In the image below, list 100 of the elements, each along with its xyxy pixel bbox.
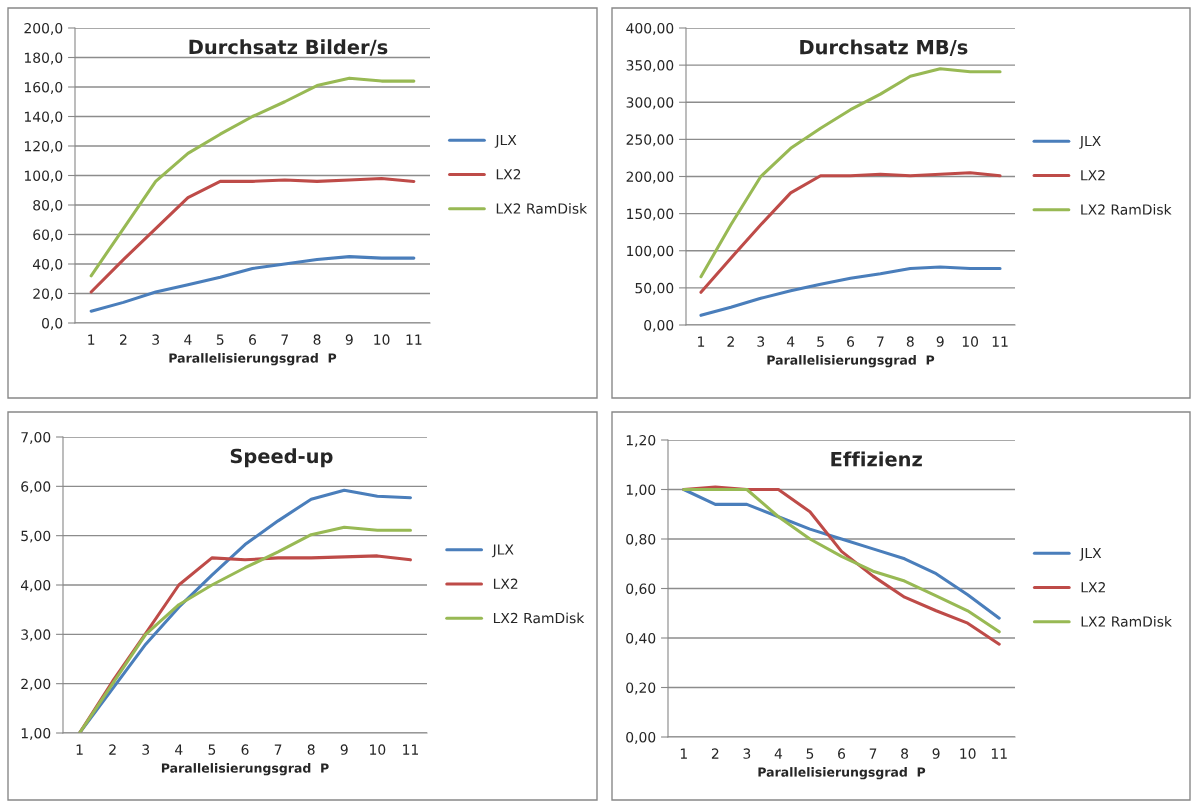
x-tick-label: 3 [743,748,751,759]
x-tick-label: 8 [307,744,315,755]
y-tick-label: 160,0 [24,81,63,94]
y-tick-label: 80,0 [33,199,63,212]
y-tick-label: 0,20 [626,682,656,695]
legend-label: LX2 [493,578,518,589]
text: Durchsatz Bilder/s [189,39,388,56]
line-series [699,265,1002,317]
x-tick-label: 3 [152,334,159,345]
x-axis-title: Parallelisierungsgrad P [758,767,926,780]
x-tick-label: 6 [847,336,855,347]
y-tick-label: 0,60 [626,583,656,596]
x-tick-label: 1 [680,748,687,759]
line-series [699,171,1002,294]
legend-label: JLX [491,544,514,558]
y-tick-label: 20,0 [33,288,63,301]
y-tick-label: 4,00 [20,579,51,592]
x-tick-label: 4 [774,748,783,759]
y-tick-label: 40,0 [32,258,63,271]
y-tick-label: 250,00 [626,134,674,147]
x-tick-label: 9 [932,748,940,759]
y-tick-label: 200,0 [24,22,63,35]
x-tick-label: 10 [374,334,390,345]
y-tick-label: 1,20 [626,434,656,447]
x-tick-label: 3 [757,336,765,347]
x-tick-label: 3 [142,744,150,755]
x-tick-label: 2 [109,744,116,755]
x-tick-label: 5 [208,744,216,755]
legend-label: LX2 RamDisk [1081,616,1172,627]
x-tick-label: 8 [901,748,909,759]
legend-label: JLX [1079,547,1102,561]
y-tick-label: 200,00 [626,171,674,184]
y-tick-label: 60,0 [33,229,63,242]
line-series [699,67,1002,279]
x-tick-label: 10 [370,744,386,755]
legend-label: LX2 [496,169,521,180]
x-tick-label: 9 [340,744,348,755]
y-tick-label: 50,00 [635,282,674,295]
y-tick-label: 100,0 [24,170,63,183]
y-tick-label: 0,00 [626,731,656,744]
y-tick-label: 0,0 [42,317,63,330]
y-tick-label: 0,80 [626,533,656,546]
x-tick-label: 4 [175,744,183,755]
x-axis-title: Parallelisierungsgrad P [767,355,935,368]
legend-label: JLX [494,134,517,148]
x-axis-title: Parallelisierungsgrad P [161,763,329,776]
x-tick-label: 1 [698,336,705,347]
y-tick-label: 3,00 [21,629,51,642]
x-tick-label: 11 [991,748,1007,759]
x-tick-label: 1 [88,334,95,345]
y-tick-label: 2,00 [21,678,51,691]
x-tick-label: 7 [869,748,877,759]
x-tick-label: 4 [786,336,795,347]
line-series [89,255,416,313]
y-tick-label: 350,00 [626,60,674,73]
x-tick-label: 7 [877,336,884,347]
line-series [89,176,416,294]
y-tick-label: 150,00 [627,208,674,221]
x-tick-label: 5 [806,748,814,759]
text: Speed-up [230,448,333,468]
y-tick-label: 0,00 [644,319,674,332]
x-tick-label: 7 [281,334,288,345]
legend-label: LX2 [1081,170,1105,181]
x-tick-label: 5 [216,334,224,345]
y-tick-label: 400,00 [626,22,674,35]
y-tick-label: 7,00 [21,431,51,444]
legend-label: LX2 RamDisk [493,612,585,624]
x-tick-label: 11 [403,744,419,755]
x-tick-label: 2 [711,748,719,759]
y-tick-label: 6,00 [21,481,51,494]
y-tick-label: 180,0 [24,52,63,65]
line-series [89,76,416,278]
x-tick-label: 10 [962,336,979,347]
x-tick-label: 8 [906,336,914,347]
legend-label: LX2 RamDisk [496,203,588,214]
y-tick-label: 100,00 [627,245,674,258]
x-tick-label: 6 [838,748,846,759]
x-tick-label: 2 [120,334,127,345]
x-tick-label: 6 [241,744,249,755]
y-tick-label: 300,00 [626,97,674,110]
legend-label: JLX [1079,135,1101,149]
x-tick-label: 9 [345,334,353,345]
x-tick-label: 4 [184,334,192,345]
x-tick-label: 11 [406,334,422,345]
text: Durchsatz MB/s [800,39,968,56]
x-tick-label: 8 [313,334,321,345]
y-tick-label: 0,40 [626,632,656,645]
x-tick-label: 5 [817,336,824,347]
x-axis-title: Parallelisierungsgrad P [169,353,337,366]
x-tick-label: 9 [936,336,944,347]
chart-title: Effizienz [831,451,922,467]
x-tick-label: 6 [249,334,257,345]
y-tick-label: 120,0 [24,140,63,153]
legend-label: LX2 [1081,582,1105,593]
x-tick-label: 7 [274,744,282,755]
y-tick-label: 140,0 [24,111,63,124]
x-tick-label: 1 [76,744,83,755]
y-tick-label: 5,00 [21,530,51,543]
y-tick-label: 1,00 [21,727,51,740]
x-tick-label: 11 [992,336,1008,347]
